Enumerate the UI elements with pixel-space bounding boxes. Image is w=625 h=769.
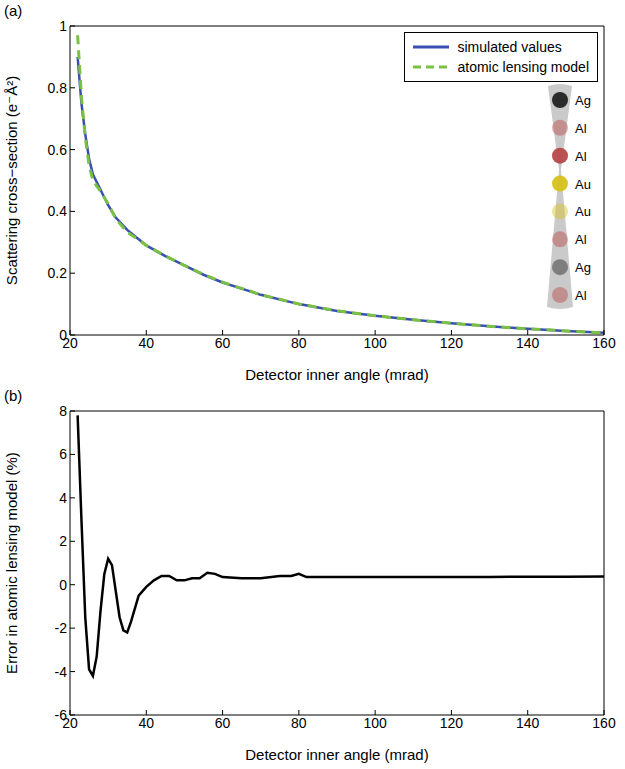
svg-text:2: 2 [59, 533, 67, 549]
svg-text:160: 160 [592, 715, 616, 731]
svg-text:0: 0 [59, 577, 67, 593]
svg-text:Detector inner angle (mrad): Detector inner angle (mrad) [245, 366, 428, 383]
svg-text:100: 100 [363, 335, 387, 351]
svg-text:120: 120 [440, 715, 464, 731]
svg-text:160: 160 [592, 335, 616, 351]
svg-text:140: 140 [516, 335, 540, 351]
svg-text:0.4: 0.4 [48, 203, 68, 219]
svg-text:40: 40 [138, 335, 154, 351]
svg-text:Al: Al [575, 121, 587, 136]
svg-text:8: 8 [59, 403, 67, 419]
svg-text:60: 60 [215, 715, 231, 731]
svg-text:-2: -2 [55, 620, 68, 636]
svg-text:0.6: 0.6 [48, 142, 68, 158]
svg-text:Al: Al [575, 149, 587, 164]
svg-text:Error in atomic lensing model: Error in atomic lensing model (%) [3, 452, 20, 674]
html-text:atomic lensing model: atomic lensing model [457, 59, 589, 75]
svg-text:20: 20 [62, 334, 78, 351]
svg-text:Au: Au [575, 177, 591, 192]
html-text:(b): (b) [4, 387, 23, 404]
svg-text:4: 4 [59, 490, 67, 506]
svg-text:0: 0 [59, 327, 67, 343]
svg-text:6: 6 [59, 446, 67, 462]
svg-text:Al: Al [575, 232, 587, 247]
svg-text:Scattering cross−section (e⁻Å²: Scattering cross−section (e⁻Å²) [3, 76, 20, 285]
html-text:(a): (a) [4, 2, 23, 19]
svg-text:-6: -6 [55, 707, 68, 723]
svg-text:1: 1 [59, 18, 67, 34]
svg-text:140: 140 [516, 715, 540, 731]
svg-text:60: 60 [215, 335, 231, 351]
svg-text:0.2: 0.2 [48, 265, 68, 281]
svg-text:Ag: Ag [575, 260, 591, 275]
svg-text:120: 120 [440, 335, 464, 351]
svg-text:80: 80 [291, 715, 307, 731]
svg-text:80: 80 [291, 335, 307, 351]
svg-text:100: 100 [363, 715, 387, 731]
svg-text:Au: Au [575, 204, 591, 219]
svg-text:0.8: 0.8 [48, 80, 68, 96]
svg-text:40: 40 [138, 715, 154, 731]
svg-text:20: 20 [62, 714, 78, 731]
svg-text:-4: -4 [55, 664, 68, 680]
svg-text:Detector inner angle (mrad): Detector inner angle (mrad) [245, 746, 428, 763]
svg-text:Al: Al [575, 288, 587, 303]
html-text:simulated values: simulated values [457, 39, 562, 55]
svg-text:Ag: Ag [575, 93, 591, 108]
